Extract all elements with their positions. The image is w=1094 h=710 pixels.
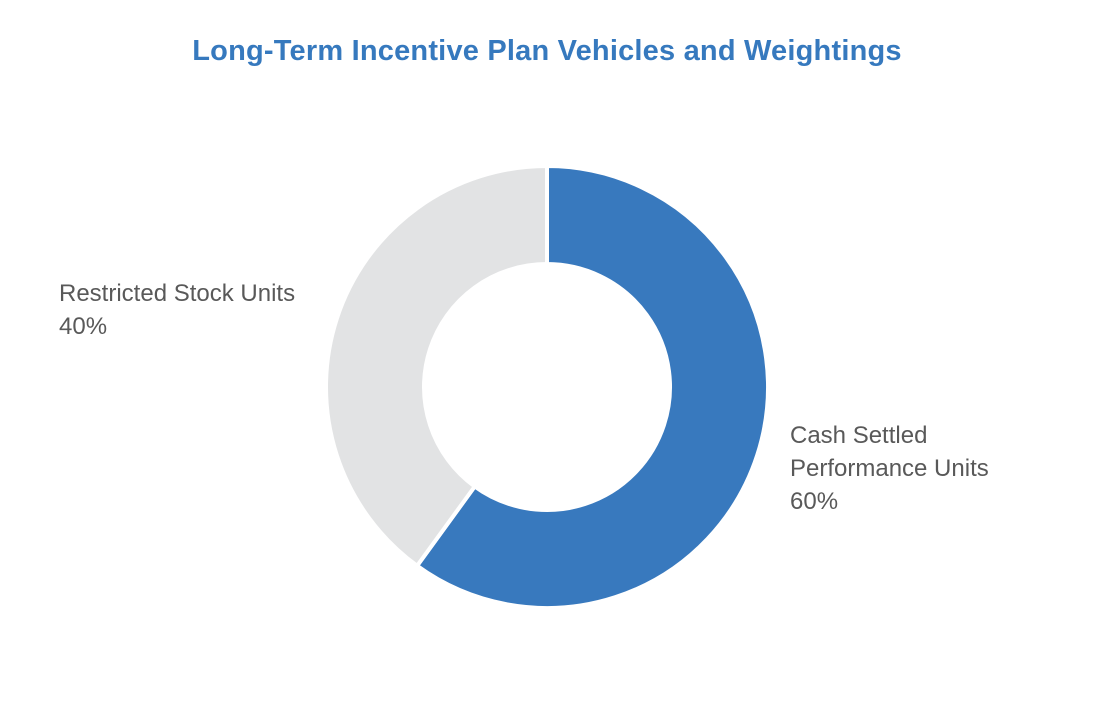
slice-label-pct: 60% [790, 488, 839, 515]
data-label-cash-settled-performance-units: Cash Settled Performance Units 60% [790, 419, 1010, 518]
donut-slice-restricted-stock-units[interactable] [324, 163, 549, 569]
slice-label-name: Cash Settled Performance Units [790, 422, 989, 482]
donut-slice-cash-settled-performance-units[interactable] [414, 163, 770, 610]
donut-chart [324, 163, 770, 610]
slice-label-name: Restricted Stock Units [59, 280, 296, 307]
slice-label-pct: 40% [59, 313, 108, 340]
chart-title: Long-Term Incentive Plan Vehicles and We… [192, 35, 902, 67]
data-label-restricted-stock-units: Restricted Stock Units 40% [59, 277, 329, 343]
